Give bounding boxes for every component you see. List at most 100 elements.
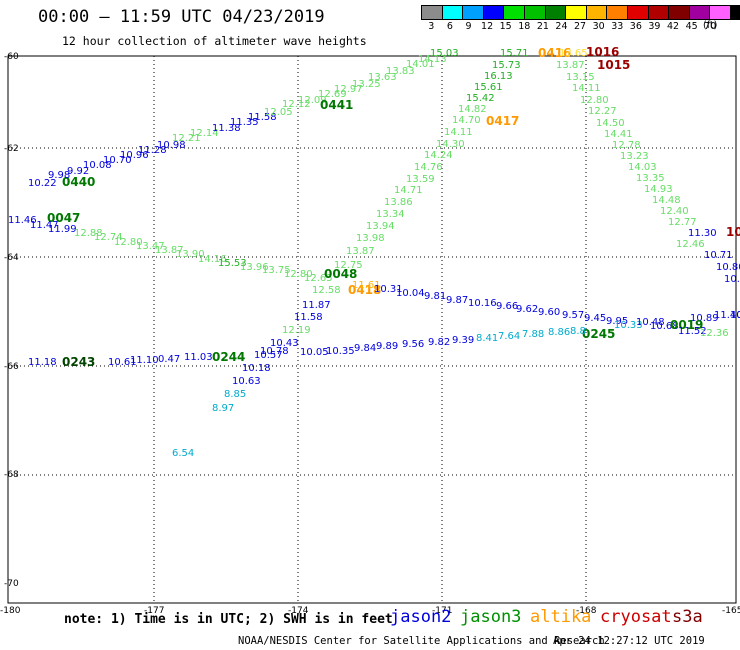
wave-height-label: 8.8	[570, 326, 586, 337]
pass-time-label: 0019	[670, 318, 703, 332]
wave-height-label: 10.71	[704, 250, 733, 261]
wave-height-label: 12.58	[312, 285, 341, 296]
wave-height-label: 10.57	[254, 350, 283, 361]
wave-height-label: 15.73	[492, 60, 521, 71]
lat-label: -68	[4, 470, 19, 480]
scale-label: 6	[446, 21, 453, 32]
wave-height-label: 13.47	[136, 241, 165, 252]
wave-height-label: 0.47	[158, 354, 180, 365]
wave-height-label: 15.03	[430, 48, 459, 59]
lon-label: -180	[0, 606, 21, 616]
wave-height-label: 14.03	[628, 162, 657, 173]
wave-height-label: 13.23	[620, 151, 649, 162]
wave-height-label: 13.86	[384, 197, 413, 208]
wave-height-label: 11.40	[714, 310, 740, 321]
wave-height-label: 12.14	[190, 128, 219, 139]
wave-height-label: 10.61	[108, 357, 137, 368]
wave-height-label: 12.88	[74, 228, 103, 239]
legend-altika: altika	[530, 607, 592, 627]
pass-time-label: 0047	[47, 211, 80, 225]
wave-height-label: 11.30	[688, 228, 717, 239]
wave-height-label: 12.75	[334, 260, 363, 271]
wave-height-label: 12.19	[282, 325, 311, 336]
wave-height-label: 10.63	[232, 376, 261, 387]
wave-height-label: 9.57	[562, 310, 584, 321]
wave-height-label: 10.04	[396, 288, 425, 299]
wave-height-label: 11.18	[28, 357, 57, 368]
scale-unit: (ft)	[703, 20, 718, 31]
wave-height-label: 9.98	[48, 170, 70, 181]
scale-label: 3	[428, 21, 435, 32]
wave-height-label: 10.96	[120, 150, 149, 161]
wave-height-label: 14.13	[418, 54, 447, 65]
page-subtitle: 12 hour collection of altimeter wave hei…	[62, 34, 367, 48]
wave-height-label: 15.61	[474, 82, 503, 93]
wave-height-label: 11.58	[294, 312, 323, 323]
wave-height-label: 15.53	[218, 258, 247, 269]
wave-height-label: 15.71	[500, 48, 529, 59]
wave-height-label: 9.81	[424, 291, 446, 302]
wave-height-label: 13.34	[376, 209, 405, 220]
pass-time-label: 0243	[62, 355, 95, 369]
wave-height-label: 10.18	[242, 363, 271, 374]
lon-label: -171	[432, 606, 452, 616]
wave-height-label: 11.61	[352, 280, 381, 291]
wave-height-label: 13.98	[356, 233, 385, 244]
pass-time-label: 1015	[597, 58, 630, 72]
wave-height-label: 10.08	[83, 160, 112, 171]
wave-height-label: 12.05	[264, 107, 293, 118]
wave-height-label: 12.27	[588, 106, 617, 117]
scale-label: 39	[648, 21, 661, 32]
wave-height-label: 14.48	[652, 195, 681, 206]
pass-time-label: 0244	[212, 350, 245, 364]
wave-height-label: 10.31	[374, 284, 403, 295]
wave-height-label: 13.87	[346, 246, 375, 257]
wave-height-label: 14.70	[452, 115, 481, 126]
wave-height-label: 14.41	[604, 129, 633, 140]
wave-height-label: 12.77	[668, 217, 697, 228]
wave-height-label: 11.52	[678, 326, 707, 337]
wave-height-label: 14.93	[644, 184, 673, 195]
wave-height-label: 9.92	[67, 166, 89, 177]
pass-time-label: 0416	[538, 46, 571, 60]
wave-height-label: 10.61	[730, 310, 740, 321]
wave-height-label: 13.75	[262, 265, 291, 276]
pass-time-label: 0048	[324, 267, 357, 281]
wave-height-label: 10.68	[650, 321, 679, 332]
wave-height-label: 12.21	[172, 133, 201, 144]
legend-jason2: jason2	[390, 607, 452, 627]
credit-text: NOAA/NESDIS Center for Satellite Applica…	[238, 635, 605, 647]
wave-height-label: 11.03	[184, 352, 213, 363]
pass-time-label: 1016	[586, 45, 619, 59]
wave-height-label: 14.71	[394, 185, 423, 196]
wave-height-label: 9.60	[538, 307, 560, 318]
wave-height-label: 10.43	[270, 338, 299, 349]
scale-label: 30	[592, 21, 605, 32]
wave-height-label: 11.47	[30, 220, 59, 231]
scale-label: 24	[555, 21, 568, 32]
wave-height-label: 14.82	[458, 104, 487, 115]
wave-height-label: 11.58	[248, 112, 277, 123]
wave-height-label: 10.41	[724, 274, 740, 285]
lat-label: -60	[4, 52, 19, 62]
wave-height-label: 13.87	[556, 60, 585, 71]
scale-label: 36	[629, 21, 642, 32]
scale-label: 21	[536, 21, 549, 32]
pass-time-label: 0245	[582, 327, 615, 341]
lat-label: -70	[4, 579, 19, 589]
wave-height-label: 14.11	[572, 83, 601, 94]
wave-height-label: 11.28	[138, 145, 167, 156]
wave-height-label: 13.90	[176, 249, 205, 260]
wave-height-label: 14.50	[596, 118, 625, 129]
wave-height-label: 12.80	[580, 95, 609, 106]
scale-label: 45	[685, 21, 698, 32]
wave-height-label: 14.30	[436, 139, 465, 150]
wave-height-label: 14.24	[424, 150, 453, 161]
wave-height-label: 12.46	[676, 239, 705, 250]
wave-height-label: 10.05	[300, 347, 329, 358]
wave-height-label: 12.97	[334, 84, 363, 95]
wave-height-label: 14.01	[406, 59, 435, 70]
note-text: note: 1) Time is in UTC; 2) SWH is in fe…	[64, 612, 393, 627]
